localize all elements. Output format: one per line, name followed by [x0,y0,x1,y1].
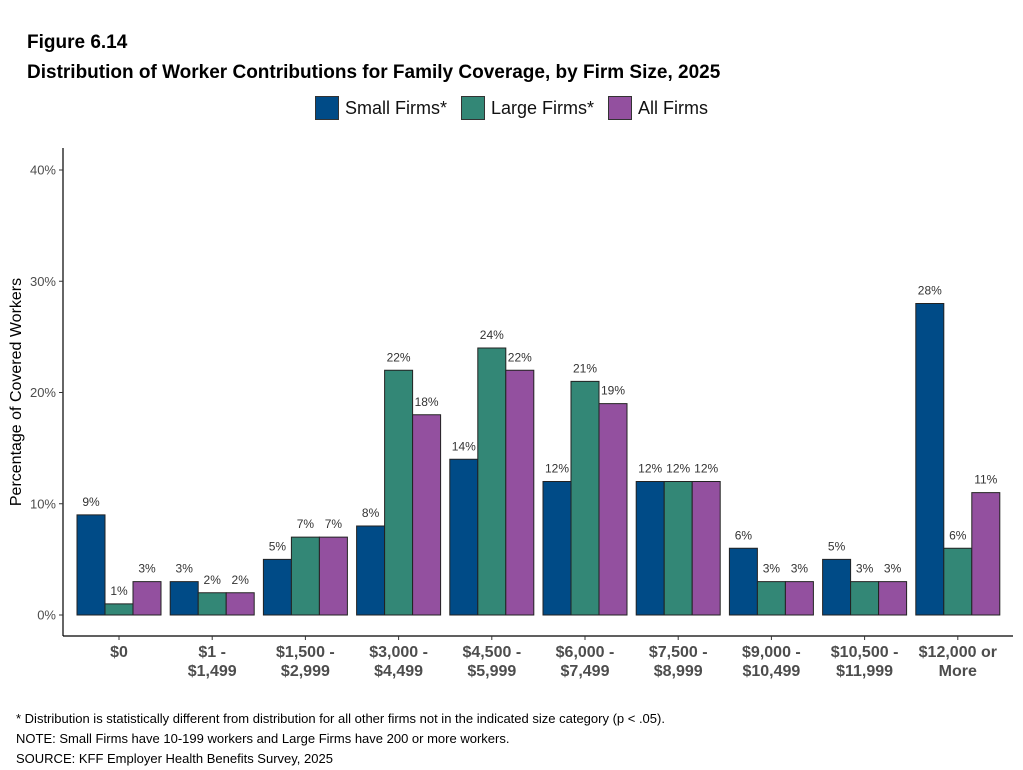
bar [197,592,227,616]
legend-swatch-small-firms [314,96,339,120]
data-label: 9% [82,495,100,509]
bar [104,603,134,616]
data-label: 2% [232,573,250,587]
bar [412,414,442,616]
y-tick-label: 10% [30,496,56,511]
data-label: 12% [638,462,662,476]
bar [878,581,908,616]
data-label: 28% [918,284,942,298]
data-label: 22% [508,350,532,364]
data-label: 14% [452,439,476,453]
footnote-note: NOTE: Small Firms have 10-199 workers an… [16,731,510,746]
data-label: 5% [828,539,846,553]
y-tick-label: 20% [30,385,56,400]
data-label: 1% [110,584,128,598]
bar [570,380,600,616]
figure-label: Figure 6.14 [27,32,128,53]
data-label: 3% [138,562,156,576]
bar [169,581,199,616]
footnote-source: SOURCE: KFF Employer Health Benefits Sur… [16,751,333,766]
x-tick-label: $1 -$1,499 [188,644,237,680]
bar [598,403,628,616]
legend-swatch-large-firms [460,96,485,120]
bar [542,481,572,616]
x-tick-label: $9,000 -$10,499 [742,644,801,680]
data-label: 7% [297,517,315,531]
legend-label-large-firms: Large Firms* [490,97,595,118]
x-tick-label: $0 [110,644,128,661]
data-label: 21% [573,361,597,375]
bar [132,581,162,616]
data-label: 6% [735,528,753,542]
data-label: 22% [387,350,411,364]
data-label: 18% [415,395,439,409]
bar [971,492,1001,616]
bar [262,558,292,616]
bar [318,536,348,616]
data-label: 3% [856,562,874,576]
bar [850,581,880,616]
bar [76,514,106,616]
data-label: 3% [884,562,902,576]
x-tick-label: $3,000 -$4,499 [369,644,428,680]
y-tick-label: 40% [30,163,56,178]
x-tick-label: $4,500 -$5,999 [462,644,521,680]
legend-item-all-firms: All Firms [608,96,708,120]
data-label: 5% [269,539,287,553]
legend-item-small-firms: Small Firms* [314,96,447,120]
x-tick-label: $1,500 -$2,999 [276,644,335,680]
footnote-significance: * Distribution is statistically differen… [16,711,665,726]
bar [663,481,693,616]
x-tick-label: $7,500 -$8,999 [649,644,708,680]
y-tick-label: 30% [30,274,56,289]
data-label: 12% [694,462,718,476]
data-label: 3% [176,562,194,576]
legend-label-all-firms: All Firms [638,97,709,118]
x-tick-label: $12,000 or More [919,644,997,680]
bar [756,581,786,616]
x-tick-label: $6,000 -$7,499 [556,644,615,680]
bar [477,347,507,616]
legend-swatch-all-firms [608,96,633,120]
bar [290,536,320,616]
legend: Small Firms* Large Firms* All Firms [0,96,1023,120]
bar [449,458,479,616]
data-label: 12% [666,462,690,476]
bar [784,581,814,616]
chart-title: Distribution of Worker Contributions for… [27,62,721,83]
data-label: 7% [325,517,343,531]
bar [943,547,973,616]
bar [822,558,852,616]
bar [356,525,386,616]
bar [635,481,665,616]
y-tick-label: 0% [37,608,56,623]
bar [915,303,945,616]
bar [225,592,255,616]
bar [728,547,758,616]
data-label: 3% [791,562,809,576]
legend-item-large-firms: Large Firms* [460,96,595,120]
data-label: 2% [204,573,222,587]
data-label: 11% [974,473,997,487]
data-label: 19% [601,384,625,398]
data-label: 8% [362,506,380,520]
bar [691,481,721,616]
y-axis-label: Percentage of Covered Workers [8,278,25,506]
data-label: 3% [763,562,781,576]
x-tick-label: $10,500 -$11,999 [831,644,899,680]
data-label: 24% [480,328,504,342]
data-label: 12% [545,462,569,476]
bar [384,369,414,616]
legend-label-small-firms: Small Firms* [344,97,447,118]
bar [505,369,535,616]
data-label: 6% [949,528,967,542]
